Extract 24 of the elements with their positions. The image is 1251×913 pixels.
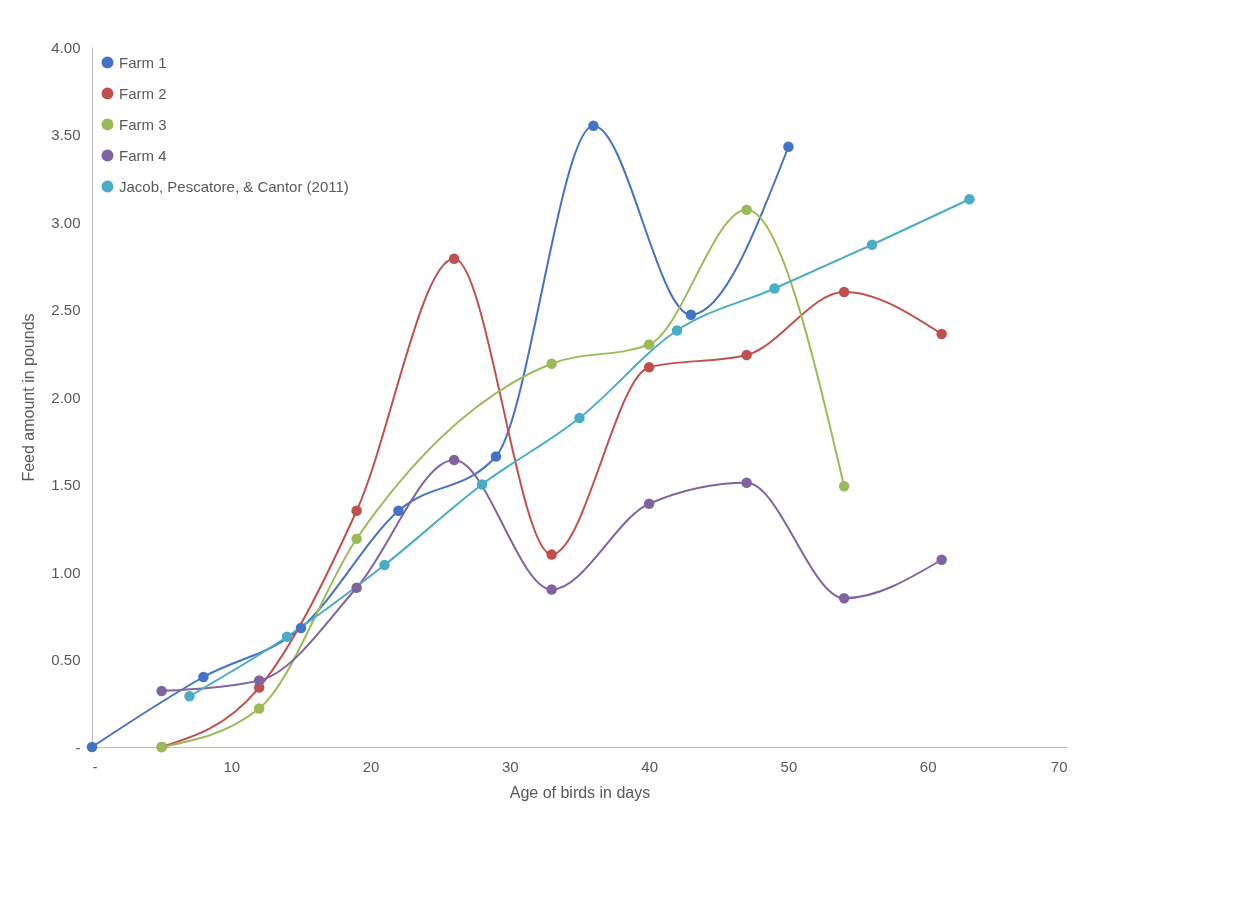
legend-label: Farm 2 <box>119 84 167 102</box>
y-axis-title: Feed amount in pounds <box>20 313 38 482</box>
y-tick-label: - <box>75 738 81 756</box>
y-tick-label: 1.50 <box>51 476 81 493</box>
x-tick-label: 70 <box>1050 757 1068 775</box>
x-tick-label: 60 <box>919 757 937 775</box>
x-tick-label: 30 <box>502 757 519 775</box>
y-tick-label: 4.00 <box>51 38 81 56</box>
x-axis-title: Age of birds in days <box>509 783 651 801</box>
y-tick-label: 2.50 <box>51 301 81 318</box>
legend-label: Farm 1 <box>119 53 167 71</box>
legend-label: Jacob, Pescatore, & Cantor (2011) <box>119 177 349 195</box>
y-tick-label: 0.50 <box>51 651 81 668</box>
y-tick-label: 2.00 <box>51 388 81 406</box>
y-tick-label: 3.50 <box>51 126 81 143</box>
legend-label: Farm 4 <box>119 146 167 164</box>
x-tick-label: 50 <box>780 757 798 775</box>
x-tick-label: - <box>92 757 98 775</box>
y-tick-label: 1.00 <box>51 563 81 581</box>
x-tick-label: 10 <box>223 757 241 775</box>
x-tick-label: 40 <box>641 757 658 775</box>
x-tick-label: 20 <box>362 757 380 775</box>
y-tick-label: 3.00 <box>51 213 81 231</box>
legend-label: Farm 3 <box>119 115 167 133</box>
